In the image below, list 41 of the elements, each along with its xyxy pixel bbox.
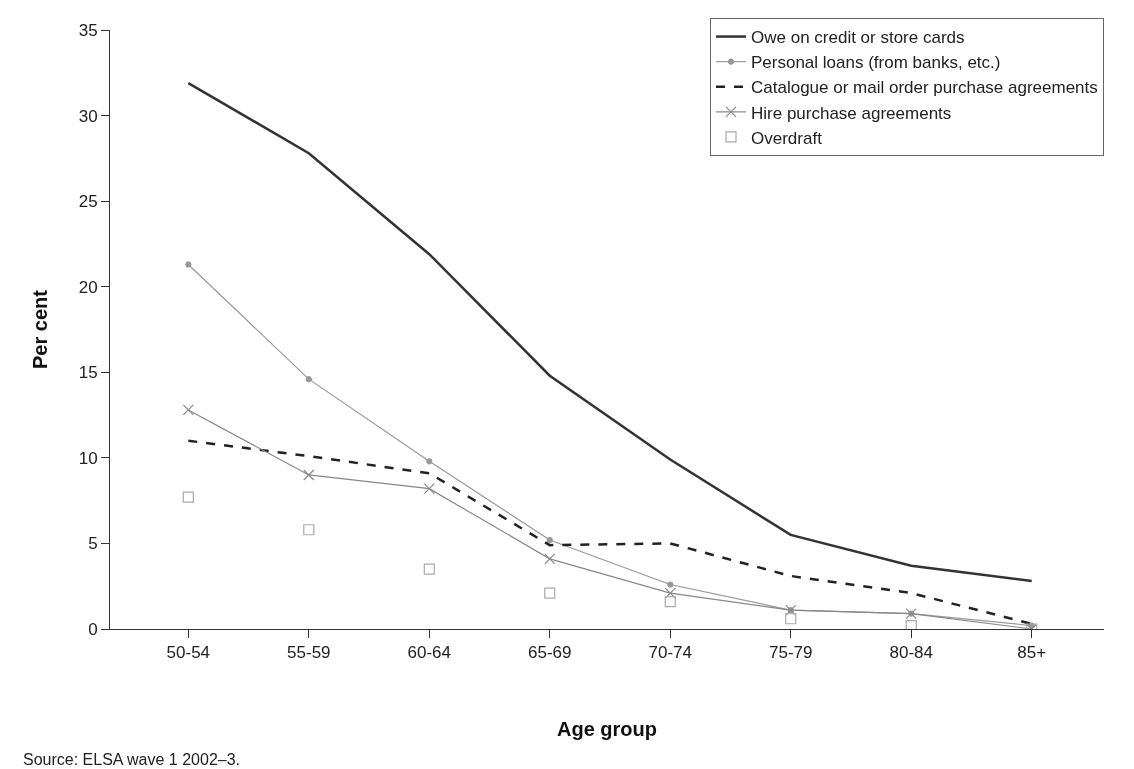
y-tick-label: 5 xyxy=(88,534,98,554)
point xyxy=(785,613,797,625)
x-tick-label: 75-79 xyxy=(769,643,813,663)
point xyxy=(305,376,312,383)
legend-label: Catalogue or mail order purchase agreements xyxy=(751,78,1098,98)
x-tick-label: 50-54 xyxy=(166,643,211,663)
point xyxy=(182,404,194,416)
legend-label: Owe on credit or store cards xyxy=(751,28,965,48)
y-tick-label: 25 xyxy=(78,192,98,212)
x-tick-label: 55-59 xyxy=(287,643,331,663)
source-note: Source: ELSA wave 1 2002–3. xyxy=(23,751,241,768)
x-tick-label: 60-64 xyxy=(407,643,452,663)
point xyxy=(544,553,556,565)
point xyxy=(423,483,435,495)
point xyxy=(182,491,194,503)
point xyxy=(667,581,674,588)
point xyxy=(423,563,435,575)
legend-label: Personal loans (from banks, etc.) xyxy=(751,53,1001,73)
x-tick-label: 80-84 xyxy=(889,643,933,663)
x-axis-title: Age group xyxy=(557,717,657,740)
y-tick-label: 20 xyxy=(78,277,98,297)
y-tick-label: 0 xyxy=(88,619,98,639)
legend-label: Overdraft xyxy=(751,128,823,148)
x-tick-label: 70-74 xyxy=(648,643,692,663)
y-tick-label: 10 xyxy=(78,448,98,468)
y-tick-label: 15 xyxy=(78,363,98,383)
point xyxy=(664,587,676,599)
y-tick-label: 30 xyxy=(78,106,98,126)
point xyxy=(185,261,192,268)
x-tick-label: 65-69 xyxy=(528,643,572,663)
point xyxy=(303,524,315,536)
y-axis-title: Per cent xyxy=(29,289,52,369)
point xyxy=(664,596,676,608)
point xyxy=(426,458,433,465)
point xyxy=(544,587,556,599)
legend-label: Hire purchase agreements xyxy=(751,103,952,123)
point xyxy=(905,619,917,629)
x-tick-label: 85+ xyxy=(1017,643,1047,663)
point xyxy=(303,469,315,481)
y-tick-label: 35 xyxy=(78,20,98,40)
point xyxy=(546,536,553,544)
